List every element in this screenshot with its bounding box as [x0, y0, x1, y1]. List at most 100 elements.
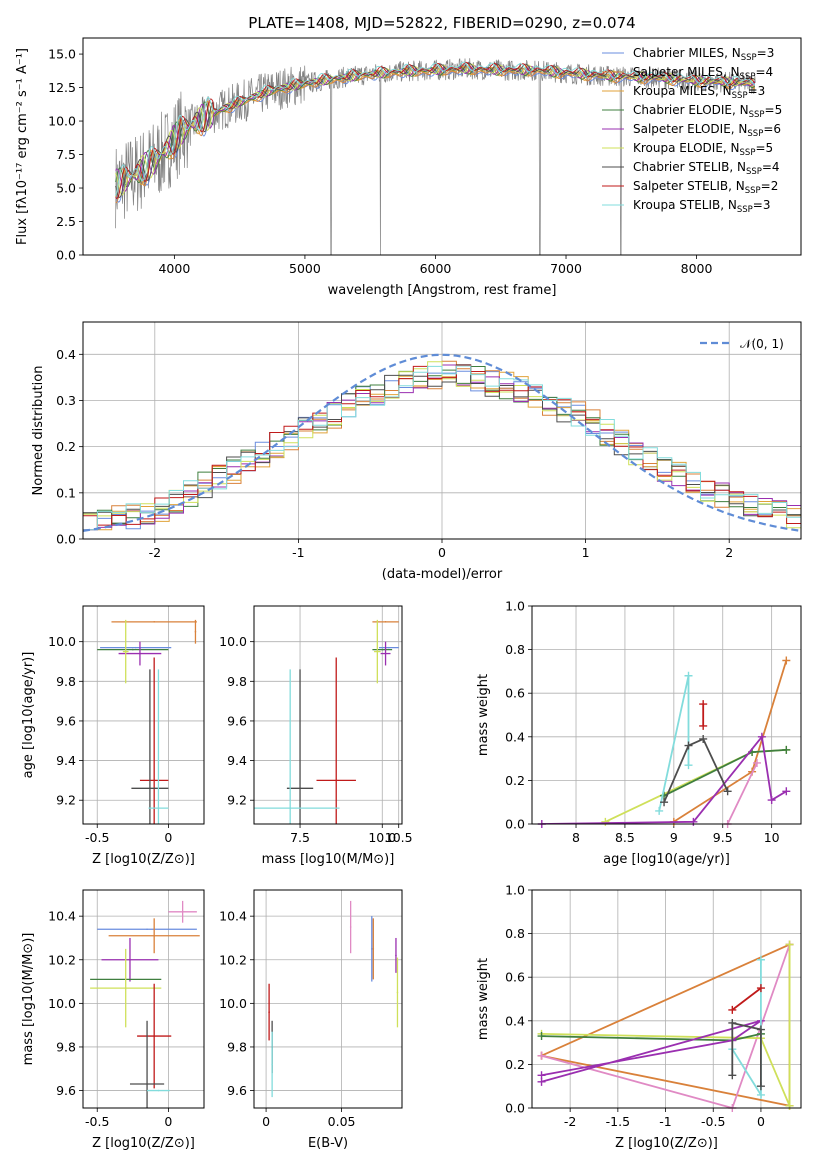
y-tick-label: 10.2 — [219, 952, 247, 967]
data-point — [384, 652, 387, 655]
weight-marker — [684, 741, 693, 750]
histogram-step — [83, 365, 801, 531]
y-tick-label: 0.4 — [505, 729, 525, 744]
weight-marker — [756, 1082, 765, 1091]
x-tick-label: -1.5 — [606, 1114, 630, 1129]
data-point — [153, 621, 155, 623]
x-tick-label: 10.0 — [368, 830, 396, 845]
weight-marker — [537, 1077, 546, 1086]
y-tick-label: 10.4 — [219, 909, 247, 924]
y-axis-label: mass weight — [476, 958, 491, 1040]
spectrum-legend: Chabrier MILES, NSSP=3 Salpeter MILES, NS… — [602, 46, 782, 215]
x-axis-label: wavelength [Angstrom, rest frame] — [328, 283, 557, 298]
weight-marker — [767, 796, 776, 805]
weight-marker — [684, 761, 693, 770]
weight-marker — [785, 1101, 794, 1110]
weight-marker — [655, 806, 664, 815]
y-tick-label: 0.8 — [505, 642, 525, 657]
weight-line — [605, 749, 787, 823]
y-tick-label: 2.5 — [56, 214, 76, 229]
axes-frame — [82, 889, 205, 1109]
y-axis-label: mass [log10(M/M⊙)] — [21, 933, 36, 1066]
weight-marker — [537, 1051, 546, 1060]
data-point — [134, 646, 137, 649]
axes-frame — [253, 889, 403, 1109]
spectrum-model-line — [115, 61, 756, 196]
data-point — [349, 926, 352, 928]
y-tick-label: 0.6 — [505, 686, 525, 701]
data-point — [146, 928, 148, 931]
y-tick-label: 9.6 — [56, 1083, 76, 1098]
data-point — [370, 948, 373, 950]
spectrum-model-line — [115, 62, 756, 199]
y-tick-label: 0.2 — [505, 1057, 525, 1072]
y-tick-label: 10.0 — [48, 634, 76, 649]
axes-mass-vs-Z: -0.5 0 9.6 9.8 10.0 10.2 10.4 Z [log10(Z/Z⊙)] ma… — [21, 889, 205, 1151]
x-tick-label: 0 — [757, 1114, 765, 1129]
data-point — [181, 911, 184, 913]
data-point — [129, 958, 131, 961]
data-point — [124, 987, 127, 989]
data-point — [146, 1083, 148, 1085]
spectrum-data-line — [115, 58, 756, 255]
x-tick-label: 1 — [582, 545, 590, 560]
y-tick-label: 7.5 — [56, 147, 76, 162]
x-axis-label: Z [log10(Z/Z⊙)] — [615, 1136, 718, 1151]
x-tick-label: 8.5 — [615, 830, 635, 845]
y-tick-label: 9.4 — [56, 753, 76, 768]
weight-marker — [537, 1032, 546, 1041]
y-tick-label: 10.0 — [219, 996, 247, 1011]
legend-entry: Kroupa ELODIE, NSSP=5 — [633, 141, 773, 158]
x-tick-label: -0.5 — [85, 830, 109, 845]
y-tick-label: 0.1 — [56, 485, 76, 500]
data-point — [384, 621, 387, 623]
y-axis-label: mass weight — [476, 674, 491, 756]
x-tick-label: 5000 — [289, 261, 321, 276]
legend-entry: 𝒩(0, 1) — [740, 337, 784, 351]
axes-spectrum: 4000 5000 6000 7000 8000 0.0 2.5 5.0 7.5 10.0 12.5… — [15, 37, 802, 298]
axes-frame — [82, 321, 802, 540]
x-tick-label: 0 — [164, 830, 172, 845]
x-tick-label: 2 — [725, 545, 733, 560]
y-tick-label: 0.3 — [56, 393, 76, 408]
weight-marker — [752, 758, 761, 767]
y-tick-label: 0.4 — [56, 347, 76, 362]
weight-marker — [756, 984, 765, 993]
weight-marker — [757, 732, 766, 741]
weight-marker — [782, 787, 791, 796]
y-tick-label: 12.5 — [48, 80, 76, 95]
axes-residual-histogram: -2 -1 0 1 2 0.0 0.1 0.2 0.3 0.4 (data-model)/error… — [31, 321, 802, 582]
y-tick-label: 5.0 — [56, 181, 76, 196]
histogram-step — [83, 364, 801, 525]
axes-frame — [82, 605, 205, 825]
axes-mass-weight-vs-Z: -2 -1.5 -1 -0.5 0 0.0 0.2 0.4 0.6 0.8 1.0 Z [log10(… — [476, 883, 802, 1151]
y-tick-label: 10.4 — [48, 909, 76, 924]
data-point — [396, 991, 399, 994]
weight-line — [731, 1021, 762, 1087]
x-tick-label: 0.05 — [328, 1114, 356, 1129]
weight-marker — [782, 745, 791, 754]
weight-marker — [601, 817, 610, 826]
weight-line — [541, 944, 791, 1108]
y-tick-label: 9.2 — [56, 793, 76, 808]
spectrum-model-line — [115, 63, 755, 196]
weight-marker — [699, 721, 708, 730]
axes-mass-vs-ebv: 0 0.05 9.6 9.8 10.0 10.2 10.4 E(B-V) — [219, 889, 403, 1151]
x-axis-label: age [log10(age/yr)] — [603, 852, 730, 867]
y-tick-label: 0.8 — [505, 926, 525, 941]
weight-marker — [785, 940, 794, 949]
y-tick-label: 9.6 — [56, 713, 76, 728]
y-tick-label: 1.0 — [505, 883, 525, 898]
legend-entry: Salpeter ELODIE, NSSP=6 — [633, 122, 781, 139]
y-tick-label: 0.0 — [505, 817, 525, 832]
weight-line — [663, 737, 729, 803]
gaussian-curve — [82, 353, 802, 532]
data-point — [376, 650, 379, 653]
data-point — [132, 648, 134, 651]
x-tick-label: 4000 — [158, 261, 190, 276]
x-tick-label: 8 — [572, 830, 580, 845]
x-axis-label: (data-model)/error — [382, 567, 503, 582]
x-tick-label: -1 — [659, 1114, 671, 1129]
x-tick-label: 8000 — [681, 261, 713, 276]
